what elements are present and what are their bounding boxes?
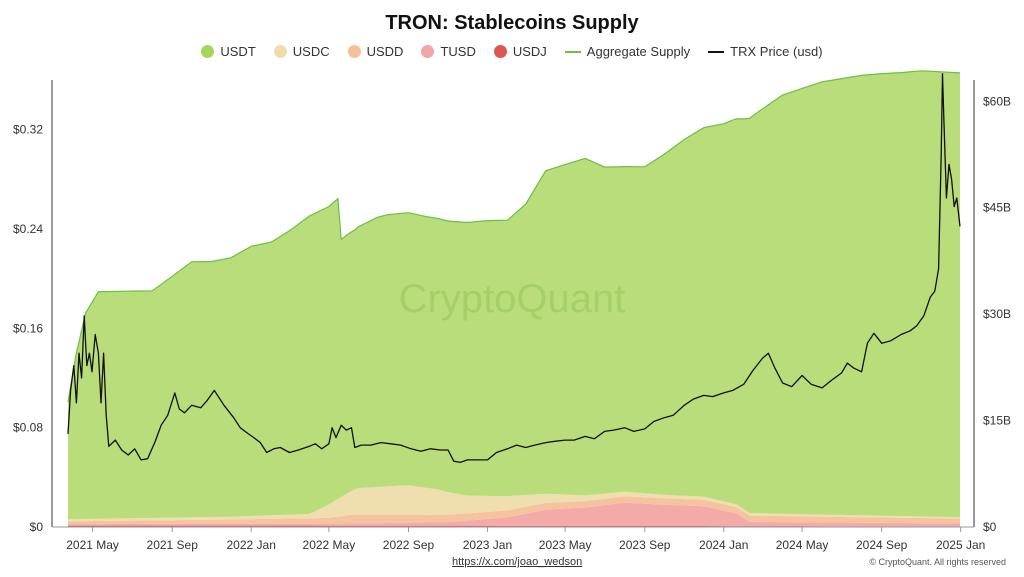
y-right-tick-label: $15B <box>983 414 1011 428</box>
legend-item-usdd[interactable]: USDD <box>347 44 404 59</box>
watermark-text: CryptoQuant <box>399 277 626 321</box>
x-tick-label: 2024 Jan <box>699 538 748 552</box>
legend-swatch-usdd <box>347 45 361 58</box>
x-tick-label: 2023 May <box>539 538 592 552</box>
x-tick-label: 2023 Sep <box>619 538 671 552</box>
area-usdc <box>68 485 960 522</box>
line-series <box>67 70 961 464</box>
legend-label-usdd: USDD <box>366 44 404 59</box>
legend-swatch-usdc <box>273 45 287 58</box>
legend-item-trx[interactable]: TRX Price (usd) <box>708 44 823 59</box>
legend-swatch-aggregate <box>564 50 581 53</box>
y-left-tick-label: $0.16 <box>13 321 43 335</box>
legend-item-usdt[interactable]: USDT <box>201 44 256 59</box>
y-left-tick-label: $0.24 <box>13 222 43 236</box>
x-tick-label: 2023 Jan <box>463 538 512 552</box>
legend-label-usdj: USDJ <box>512 44 547 59</box>
y-left-tick-label: $0 <box>30 520 44 534</box>
line-aggregate-supply <box>67 70 961 403</box>
area-usdt <box>68 70 960 520</box>
x-tick-label: 2021 May <box>66 538 119 552</box>
chart-title: TRON: Stablecoins Supply <box>385 12 639 34</box>
area-tusd <box>68 502 960 527</box>
line-trx-price <box>67 73 961 464</box>
legend-swatch-trx <box>708 50 725 53</box>
copyright-text: © CryptoQuant. All rights reserved <box>869 557 1006 567</box>
x-tick-label: 2024 May <box>776 538 829 552</box>
legend-label-usdt: USDT <box>220 44 256 59</box>
legend-label-usdc: USDC <box>292 44 330 59</box>
tick-labels: $0 $0.08 $0.16 $0.24 $0.32 $0 $15B $30B $45B $60B… <box>13 94 1011 552</box>
y-right-tick-label: $45B <box>983 201 1011 215</box>
axes <box>51 80 975 528</box>
legend-label-aggregate: Aggregate Supply <box>586 44 691 59</box>
legend-swatch-usdt <box>201 45 215 58</box>
legend-swatch-usdj <box>493 45 507 58</box>
x-tick-label: 2021 Sep <box>147 538 199 552</box>
source-link[interactable]: https://x.com/joao_wedson <box>452 556 583 568</box>
x-tick-label: 2022 May <box>303 538 356 552</box>
legend-item-tusd[interactable]: TUSD <box>421 44 476 59</box>
y-right-tick-label: $0 <box>983 520 997 534</box>
legend-item-aggregate[interactable]: Aggregate Supply <box>564 44 691 59</box>
x-tick-label: 2025 Jan <box>936 538 985 552</box>
y-right-tick-label: $30B <box>983 307 1011 321</box>
x-tick-label: 2024 Sep <box>856 538 908 552</box>
y-left-tick-label: $0.32 <box>13 123 43 137</box>
legend-item-usdc[interactable]: USDC <box>273 44 330 59</box>
x-tick-label: 2022 Sep <box>383 538 435 552</box>
chart-legend: USDT USDC USDD TUSD USDJ Aggregate Suppl… <box>0 44 1024 59</box>
x-tick-label: 2022 Jan <box>226 538 275 552</box>
y-left-tick-label: $0.08 <box>13 421 43 435</box>
legend-label-tusd: TUSD <box>440 44 476 59</box>
legend-label-trx: TRX Price (usd) <box>730 44 823 59</box>
watermark: CryptoQuant <box>399 277 626 321</box>
area-usdd <box>68 496 960 525</box>
legend-item-usdj[interactable]: USDJ <box>493 44 547 59</box>
y-right-tick-label: $60B <box>983 94 1011 108</box>
legend-swatch-tusd <box>421 45 435 58</box>
